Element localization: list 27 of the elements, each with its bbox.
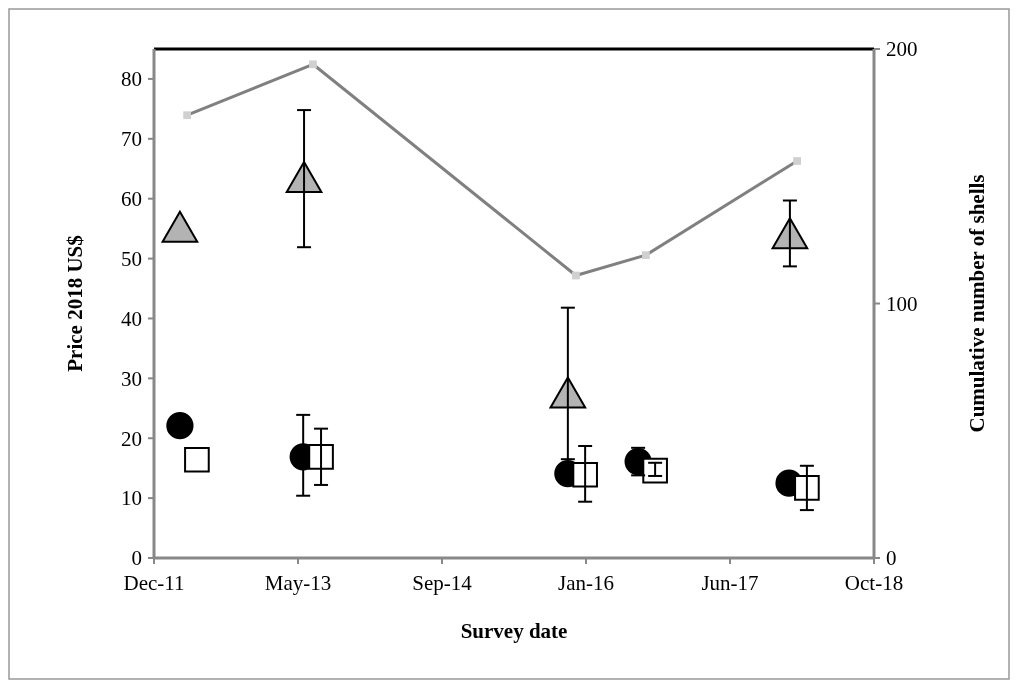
x-tick-label: Dec-11: [123, 571, 185, 595]
y2-tick-label: 0: [886, 546, 897, 571]
y2-tick-label: 100: [886, 291, 918, 316]
y-tick-label: 50: [121, 246, 142, 271]
point: [184, 446, 210, 473]
point: [308, 443, 334, 470]
x-tick-label: Sep-14: [412, 571, 473, 595]
y-tick-label: 40: [121, 306, 142, 331]
x-axis-title: Survey date: [460, 619, 568, 643]
point: [166, 412, 194, 440]
y-tick-label: 20: [121, 426, 142, 451]
y-tick-label: 30: [121, 366, 142, 391]
y-axis-title: Price 2018 US$: [63, 235, 87, 372]
y2-tick-label: 200: [886, 37, 918, 62]
point: [161, 210, 199, 243]
x-tick-label: Jun-17: [701, 571, 759, 595]
y-tick-label: 10: [121, 486, 142, 511]
y-tick-label: 70: [121, 127, 142, 152]
x-tick-label: Oct-18: [844, 571, 904, 595]
y-tick-label: 80: [121, 67, 142, 92]
point: [572, 461, 598, 488]
x-tick-label: Jan-16: [558, 571, 614, 595]
point: [794, 475, 820, 501]
y-tick-label: 60: [121, 187, 142, 212]
y-tick-label: 0: [131, 546, 142, 571]
x-tick-label: May-13: [264, 571, 332, 595]
y2-axis-title: Cumulative number of shells: [965, 174, 989, 433]
